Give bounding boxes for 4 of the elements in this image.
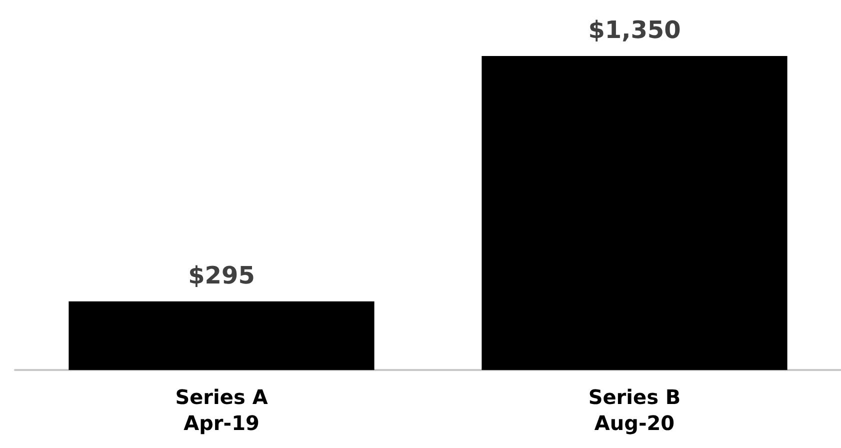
data-label: $295 xyxy=(188,261,255,290)
data-label: $1,350 xyxy=(588,16,681,44)
x-tick-label: Series B Aug-20 xyxy=(588,385,681,435)
x-tick-label: Series A Apr-19 xyxy=(175,385,268,435)
